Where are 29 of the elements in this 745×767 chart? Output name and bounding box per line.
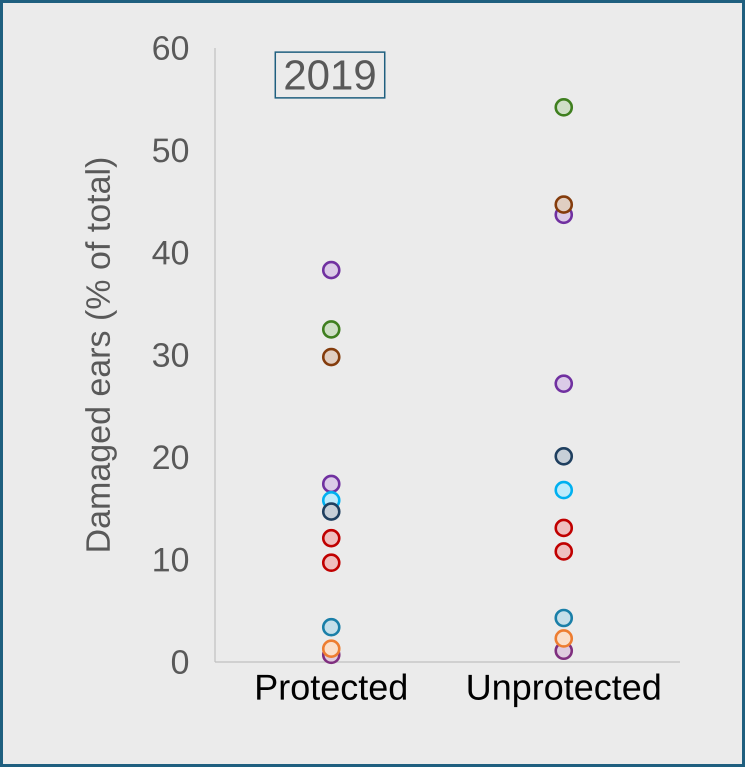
point [554,195,574,214]
y-tick-label: 40 [152,240,188,265]
point [554,98,574,117]
y-tick-label: 60 [153,36,188,60]
point [554,518,574,538]
point [322,474,341,494]
point [554,447,574,466]
x-tick-label: Unprotected [468,674,660,708]
point [322,639,341,658]
y-tick-label: 50 [153,138,188,162]
y-tick-label: 20 [153,445,188,470]
point [322,528,341,548]
point [554,480,574,500]
y-tick-label: 30 [152,342,188,368]
y-tick-label: 10 [154,548,188,572]
point [554,374,574,393]
point [322,260,341,280]
point [322,553,341,572]
y-axis-title: Damaged ears (% of total) [85,158,117,551]
point [322,348,341,366]
point [322,502,341,521]
point [322,320,341,339]
point [322,618,341,637]
chart-title: 2019 [285,60,375,90]
y-tick-label: 0 [172,650,188,674]
point [554,542,574,561]
x-tick-label: Protected [257,674,406,700]
point [554,629,574,648]
point [554,608,574,628]
